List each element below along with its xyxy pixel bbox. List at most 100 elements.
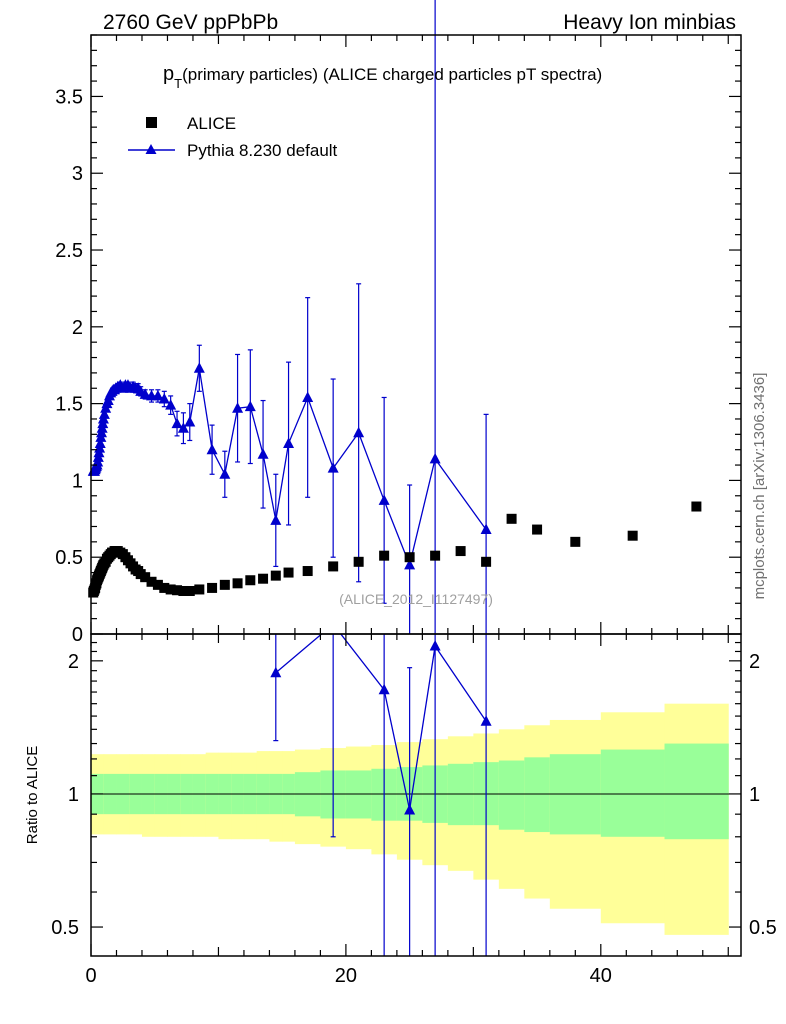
chart-title: pT(primary particles) (ALICE charged par… xyxy=(163,63,602,91)
alice-point xyxy=(184,585,195,596)
legend-alice-label: ALICE xyxy=(187,114,236,133)
ratio-point xyxy=(270,666,282,678)
pythia-point xyxy=(206,443,218,455)
alice-point xyxy=(328,561,339,572)
alice-point xyxy=(146,576,157,587)
alice-point xyxy=(570,536,581,547)
ratio-panel-marks xyxy=(270,634,492,956)
alice-point xyxy=(232,578,243,589)
pythia-point xyxy=(283,437,295,449)
ratio-y-tick-label-right: 2 xyxy=(749,651,760,673)
alice-point xyxy=(172,585,183,596)
main-y-tick-label: 0.5 xyxy=(55,547,83,569)
ratio-y-tick-label-right: 1 xyxy=(749,784,760,806)
uncertainty-bands xyxy=(91,703,729,935)
pythia-point xyxy=(378,494,390,505)
main-panel-marks xyxy=(87,0,702,634)
pythia-point xyxy=(480,523,492,535)
alice-point xyxy=(165,584,176,595)
ratio-point xyxy=(404,803,416,815)
legend-alice-marker xyxy=(146,117,157,128)
pythia-point xyxy=(257,448,269,459)
pythia-point xyxy=(193,362,205,373)
alice-point xyxy=(270,570,281,581)
main-y-tick-label: 3 xyxy=(72,163,83,185)
pythia-point xyxy=(152,389,164,401)
legend: ALICE Pythia 8.230 default xyxy=(128,114,338,160)
alice-point xyxy=(194,584,205,595)
pythia-point xyxy=(244,400,256,412)
ratio-clipped-group xyxy=(270,634,492,956)
axis-tick-labels: 0 0.5 1 1.5 2 2.5 3 3.5 0 20 40 0.5 0.5 1 1 2 2 xyxy=(51,86,777,987)
legend-pythia-label: Pythia 8.230 default xyxy=(187,141,338,160)
main-y-tick-label: 1.5 xyxy=(55,394,83,416)
ratio-y-tick-label-left: 1 xyxy=(68,784,79,806)
alice-point xyxy=(178,585,189,596)
pythia-point xyxy=(177,422,189,433)
main-y-tick-label: 3.5 xyxy=(55,86,83,108)
chart-title-rest: (primary particles) (ALICE charged parti… xyxy=(182,65,602,84)
ratio-y-axis-label: Ratio to ALICE xyxy=(24,746,41,844)
pythia-point xyxy=(139,388,151,399)
ratio-y-tick-label-left: 0.5 xyxy=(51,917,79,939)
analysis-watermark: (ALICE_2012_I1127497) xyxy=(339,591,493,607)
alice-point xyxy=(481,556,492,567)
pythia-point xyxy=(353,426,365,438)
inner-band-segment xyxy=(498,760,525,830)
alice-point xyxy=(691,501,702,512)
main-y-tick-label: 2.5 xyxy=(55,240,83,262)
ratio-panel-frame xyxy=(90,633,742,957)
ratio-y-tick-label-left: 2 xyxy=(68,651,79,673)
pythia-point xyxy=(302,391,314,402)
inner-band-segment xyxy=(345,770,372,819)
pythia-point xyxy=(219,468,231,479)
inner-band-segment xyxy=(447,763,474,826)
pythia-point xyxy=(184,416,196,427)
pythia-point xyxy=(270,514,282,525)
pythia-point xyxy=(429,452,441,464)
pythia-point xyxy=(171,417,183,429)
alice-point xyxy=(245,575,256,586)
ratio-point xyxy=(378,683,390,695)
alice-point xyxy=(627,530,638,541)
legend-pythia-marker xyxy=(145,144,157,154)
alice-point xyxy=(506,513,517,524)
inner-band-segment xyxy=(664,743,729,840)
x-tick-label: 40 xyxy=(590,965,612,987)
chart-title-subscript: T xyxy=(174,76,182,91)
alice-point xyxy=(152,579,163,590)
chart-title-main: p xyxy=(163,63,174,85)
header-left-label: 2760 GeV ppPbPb xyxy=(103,11,278,34)
main-y-tick-label: 0 xyxy=(72,624,83,646)
inner-band-segment xyxy=(524,757,551,833)
inner-band-segment xyxy=(600,749,666,837)
ratio-series-line xyxy=(275,634,487,811)
ratio-y-tick-label-right: 0.5 xyxy=(749,917,777,939)
alice-point xyxy=(532,524,543,535)
pythia-point xyxy=(98,408,110,419)
main-y-tick-label: 2 xyxy=(72,317,83,339)
alice-point xyxy=(379,550,390,561)
alice-point xyxy=(159,582,170,593)
ratio-point xyxy=(429,640,441,651)
main-y-tick-label: 1 xyxy=(72,470,83,492)
ratio-point xyxy=(480,715,492,726)
alice-point xyxy=(404,552,415,563)
x-tick-label: 20 xyxy=(335,965,357,987)
pythia-point xyxy=(232,402,244,413)
alice-point xyxy=(353,556,364,567)
x-tick-label: 0 xyxy=(85,965,96,987)
alice-point xyxy=(140,572,151,583)
alice-point xyxy=(455,546,466,557)
pythia-point xyxy=(165,399,177,410)
alice-point xyxy=(430,550,441,561)
pythia-point xyxy=(158,393,170,404)
alice-point xyxy=(219,579,230,590)
side-credit: mcplots.cern.ch [arXiv:1306.3436] xyxy=(751,373,768,600)
alice-point xyxy=(283,567,294,578)
pythia-point xyxy=(327,462,339,473)
pythia-point xyxy=(94,437,106,449)
axis-ticks xyxy=(90,34,741,956)
header-right-label: Heavy Ion minbias xyxy=(563,11,736,34)
